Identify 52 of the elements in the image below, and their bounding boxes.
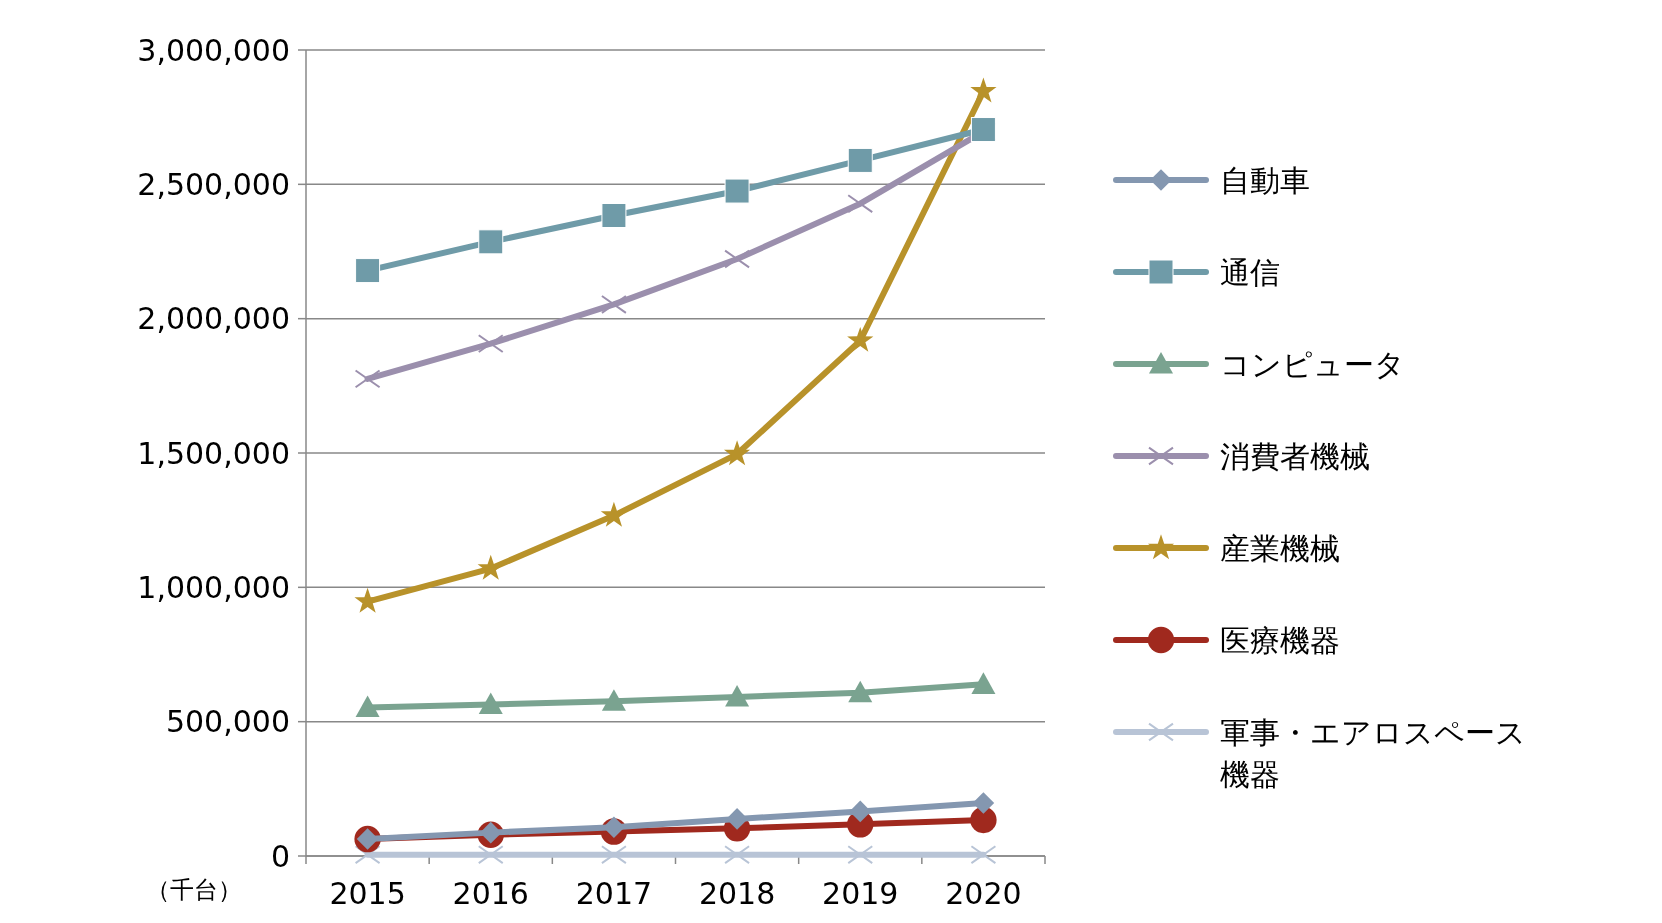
point <box>724 178 750 204</box>
point <box>725 684 750 707</box>
x-tick-label: 2016 <box>452 876 529 911</box>
point <box>477 334 504 354</box>
point <box>603 816 625 839</box>
y-tick-label: 0 <box>270 838 290 874</box>
point <box>477 845 504 865</box>
x-tick-label: 2015 <box>329 876 406 911</box>
point <box>478 692 503 715</box>
point <box>847 194 874 214</box>
point <box>600 295 627 314</box>
point <box>847 845 874 865</box>
point <box>601 689 626 711</box>
y-axis-title: （千台） <box>146 876 242 904</box>
point <box>970 806 997 834</box>
legend-label: コンピュータ <box>1220 346 1405 382</box>
point <box>355 695 380 718</box>
point <box>971 672 996 694</box>
y-tick-label: 3,000,000 <box>137 32 290 68</box>
y-tick-label: 1,000,000 <box>137 569 290 605</box>
point <box>972 792 995 814</box>
point <box>600 845 627 865</box>
legend-label: 産業機械 <box>1220 530 1340 566</box>
x-tick-label: 2017 <box>575 876 653 911</box>
legend-label: 自動車 <box>1220 162 1310 198</box>
legend-label: 軍事・エアロスペース機器 <box>1220 714 1526 792</box>
point <box>478 229 504 255</box>
point <box>849 800 872 823</box>
point <box>355 258 381 284</box>
x-tick-label: 2019 <box>822 876 899 911</box>
point <box>970 77 997 103</box>
point <box>601 203 627 228</box>
x-tick-label: 2018 <box>698 876 776 911</box>
point <box>970 845 997 865</box>
point <box>847 147 873 173</box>
point <box>847 326 874 352</box>
y-tick-label: 1,500,000 <box>137 435 290 471</box>
point <box>970 117 996 143</box>
point <box>354 369 381 389</box>
point <box>726 808 748 830</box>
y-tick-label: 2,500,000 <box>137 166 290 202</box>
point <box>600 501 628 527</box>
point <box>848 680 873 703</box>
legend-label: 医療機器 <box>1220 622 1340 658</box>
x-tick-label: 2020 <box>945 876 1022 911</box>
point <box>724 845 751 865</box>
point <box>723 440 751 466</box>
y-tick-label: 2,000,000 <box>137 301 290 337</box>
legend-label: 消費者機械 <box>1220 438 1370 474</box>
point <box>724 249 751 269</box>
y-tick-label: 500,000 <box>165 704 290 740</box>
legend-label: 通信 <box>1220 254 1280 290</box>
